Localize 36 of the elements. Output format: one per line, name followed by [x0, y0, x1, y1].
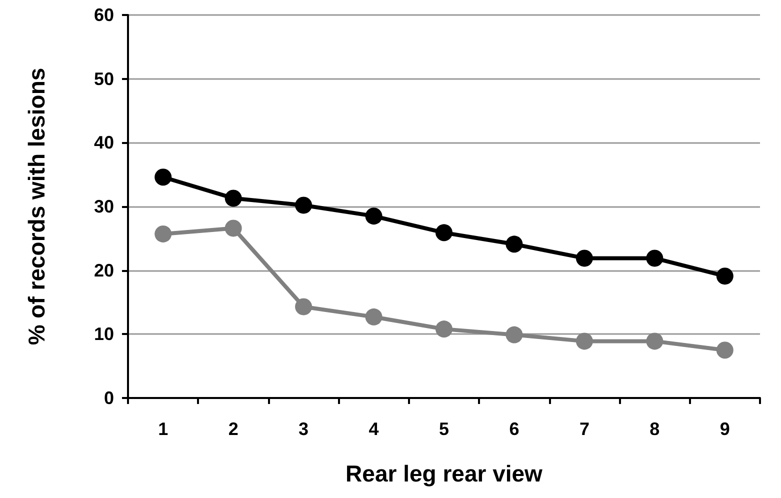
- x-tick-label: 3: [298, 419, 309, 439]
- point: [646, 250, 664, 267]
- y-tick-label: 50: [94, 68, 114, 89]
- point: [224, 190, 242, 207]
- y-tick-label: 0: [104, 388, 114, 408]
- x-tick-label: 7: [579, 419, 590, 439]
- point: [576, 332, 593, 350]
- point: [646, 332, 664, 350]
- point: [154, 168, 172, 186]
- x-tick-label: 4: [368, 419, 379, 439]
- x-axis-title: Rear leg rear view: [346, 460, 543, 486]
- point: [365, 308, 382, 326]
- y-axis-title: % of records with lesions: [24, 68, 50, 346]
- x-tick-label: 8: [650, 419, 660, 439]
- x-tick-label: 2: [228, 419, 238, 439]
- y-tick-label: 20: [94, 260, 114, 280]
- y-tick-label: 60: [94, 5, 114, 25]
- x-tick-label: 5: [438, 419, 450, 439]
- point: [576, 250, 593, 267]
- point: [506, 326, 523, 344]
- x-tick-label: 6: [509, 419, 520, 439]
- point: [716, 268, 734, 285]
- point: [506, 236, 523, 253]
- point: [154, 225, 172, 242]
- y-tick-label: 40: [94, 132, 114, 153]
- y-tick-label: 10: [94, 324, 114, 344]
- point: [295, 196, 312, 214]
- point: [716, 342, 734, 359]
- point: [365, 208, 382, 225]
- y-tick-label: 30: [94, 196, 114, 216]
- point: [436, 224, 452, 242]
- point: [436, 320, 452, 338]
- x-tick-label: 1: [158, 419, 168, 439]
- point: [295, 298, 312, 316]
- point: [224, 220, 242, 237]
- x-tick-label: 9: [720, 419, 730, 439]
